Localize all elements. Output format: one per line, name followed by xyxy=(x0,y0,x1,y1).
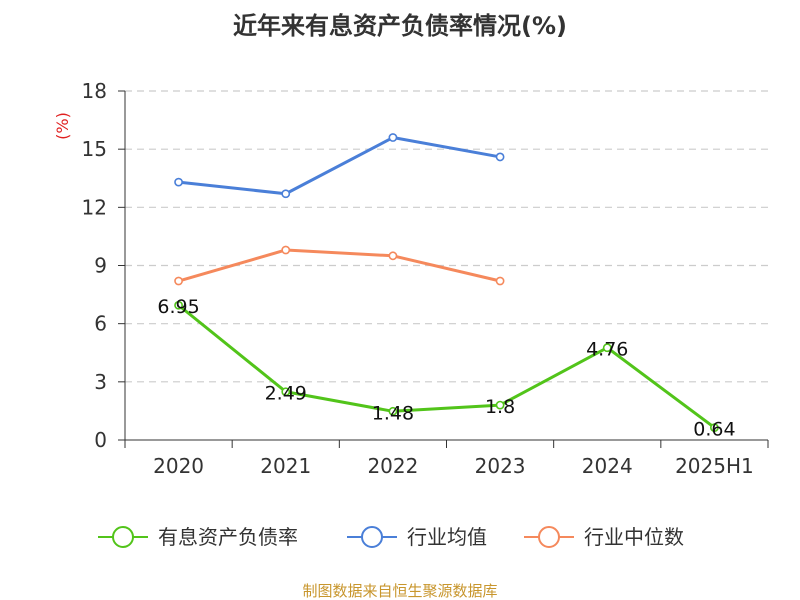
data-labels: 6.95 2.49 1.48 1.8 4.76 0.64 xyxy=(157,296,735,440)
data-point[interactable] xyxy=(174,177,183,187)
legend-marker xyxy=(112,526,134,548)
data-point[interactable] xyxy=(495,152,505,162)
series-line-0 xyxy=(177,304,716,429)
series-lines xyxy=(174,133,719,432)
data-label: 2.49 xyxy=(265,383,307,405)
y-tick-label: 9 xyxy=(94,254,107,278)
y-tick-label: 18 xyxy=(82,79,107,103)
y-axis-unit-label: (%) xyxy=(53,112,72,140)
y-tick-label: 12 xyxy=(82,195,107,219)
data-point[interactable] xyxy=(388,406,398,416)
data-point[interactable] xyxy=(602,343,612,353)
y-tick-label: 3 xyxy=(94,370,107,394)
legend-item-2[interactable]: 行业中位数 xyxy=(524,525,684,549)
y-tick-label: 6 xyxy=(94,312,107,336)
x-tick-label: 2023 xyxy=(475,454,526,478)
data-point[interactable] xyxy=(710,423,719,432)
data-point[interactable] xyxy=(388,251,398,261)
data-label: 1.8 xyxy=(485,396,515,418)
legend-label: 有息资产负债率 xyxy=(158,525,298,549)
data-label: 4.76 xyxy=(586,339,628,361)
data-point[interactable] xyxy=(281,245,291,255)
legend-label: 行业中位数 xyxy=(584,525,684,549)
x-tick-label: 2024 xyxy=(582,454,633,478)
source-note: 制图数据来自恒生聚源数据库 xyxy=(302,582,497,600)
axes: 0 3 6 9 12 15 18 2020 2021 2022 2023 2024 2025H1 xyxy=(82,79,769,478)
y-tick-label: 15 xyxy=(82,137,107,161)
legend-marker xyxy=(361,526,383,548)
x-tick-label: 2021 xyxy=(260,454,311,478)
data-label: 6.95 xyxy=(157,296,199,318)
data-point[interactable] xyxy=(281,189,291,199)
y-tick-label: 0 xyxy=(94,428,107,452)
x-tick-label: 2022 xyxy=(367,454,418,478)
legend: 有息资产负债率 行业均值 行业中位数 xyxy=(98,525,684,549)
x-tick-label: 2020 xyxy=(153,454,204,478)
series-line-2 xyxy=(178,248,501,283)
data-label: 1.48 xyxy=(372,402,414,424)
legend-marker xyxy=(538,526,560,548)
data-point[interactable] xyxy=(174,300,183,310)
legend-item-0[interactable]: 有息资产负债率 xyxy=(98,525,298,549)
data-point[interactable] xyxy=(495,276,505,286)
chart-title: 近年来有息资产负债率情况(%) xyxy=(233,12,567,40)
x-tick-label: 2025H1 xyxy=(675,454,754,478)
data-point[interactable] xyxy=(388,133,398,142)
data-point[interactable] xyxy=(281,387,291,397)
data-point[interactable] xyxy=(174,276,183,286)
legend-label: 行业均值 xyxy=(407,525,487,549)
data-label: 0.64 xyxy=(693,419,735,441)
data-point[interactable] xyxy=(495,400,505,410)
series-line-1 xyxy=(178,136,501,196)
legend-item-1[interactable]: 行业均值 xyxy=(347,525,487,549)
